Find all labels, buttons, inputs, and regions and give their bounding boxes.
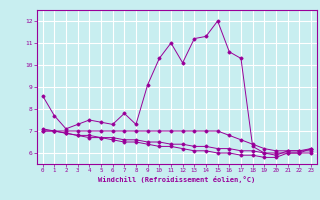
X-axis label: Windchill (Refroidissement éolien,°C): Windchill (Refroidissement éolien,°C)	[98, 176, 255, 183]
